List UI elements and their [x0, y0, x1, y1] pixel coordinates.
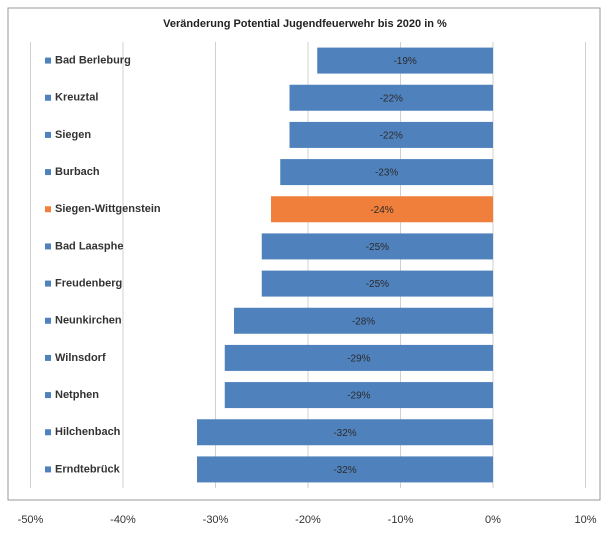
category-label: Burbach: [55, 166, 100, 178]
bar: [317, 47, 493, 74]
x-tick-label: -50%: [18, 514, 44, 526]
category-label: Siegen: [55, 129, 91, 141]
category-label: Wilnsdorf: [55, 352, 106, 364]
value-label: -24%: [370, 205, 393, 216]
value-label: -25%: [366, 242, 389, 253]
bar: [197, 419, 493, 446]
bar: [197, 456, 493, 483]
category-label: Bad Laasphe: [55, 240, 123, 252]
value-label: -22%: [380, 131, 403, 142]
value-label: -29%: [347, 354, 370, 365]
value-label: -22%: [380, 93, 403, 104]
bar: [224, 382, 493, 409]
value-label: -28%: [352, 316, 375, 327]
category-swatch: [45, 243, 51, 250]
category-swatch: [45, 392, 51, 399]
value-label: -23%: [375, 168, 398, 179]
bar: [261, 270, 493, 297]
chart-title: Veränderung Potential Jugendfeuerwehr bi…: [163, 18, 447, 30]
category-swatch: [45, 466, 51, 473]
bar: [289, 121, 493, 148]
x-tick-label: -20%: [295, 514, 321, 526]
x-tick-label: 0%: [485, 514, 501, 526]
value-label: -25%: [366, 279, 389, 290]
value-label: -29%: [347, 391, 370, 402]
category-label: Netphen: [55, 389, 99, 401]
category-swatch: [45, 94, 51, 101]
x-tick-label: 10%: [574, 514, 596, 526]
category-label: Neunkirchen: [55, 315, 122, 327]
category-swatch: [45, 57, 51, 64]
category-label: Bad Berleburg: [55, 54, 131, 66]
category-label: Erndtebrück: [55, 463, 121, 475]
category-swatch: [45, 280, 51, 287]
category-swatch: [45, 131, 51, 138]
bar: [271, 196, 493, 223]
x-tick-label: -40%: [110, 514, 136, 526]
category-label: Freudenberg: [55, 277, 122, 289]
x-tick-label: -30%: [203, 514, 229, 526]
value-label: -32%: [333, 428, 356, 439]
x-tick-label: -10%: [388, 514, 414, 526]
category-label: Siegen-Wittgenstein: [55, 203, 161, 215]
bar: [280, 159, 493, 186]
bar: [289, 84, 493, 111]
category-swatch: [45, 169, 51, 176]
category-label: Kreuztal: [55, 92, 98, 104]
category-swatch: [45, 429, 51, 436]
value-label: -19%: [393, 56, 416, 67]
category-swatch: [45, 317, 51, 324]
bar: [261, 233, 493, 260]
category-swatch: [45, 354, 51, 361]
category-label: Hilchenbach: [55, 426, 121, 438]
bar: [224, 344, 493, 371]
value-label: -32%: [333, 465, 356, 476]
bar: [234, 307, 493, 334]
category-swatch: [45, 206, 51, 213]
